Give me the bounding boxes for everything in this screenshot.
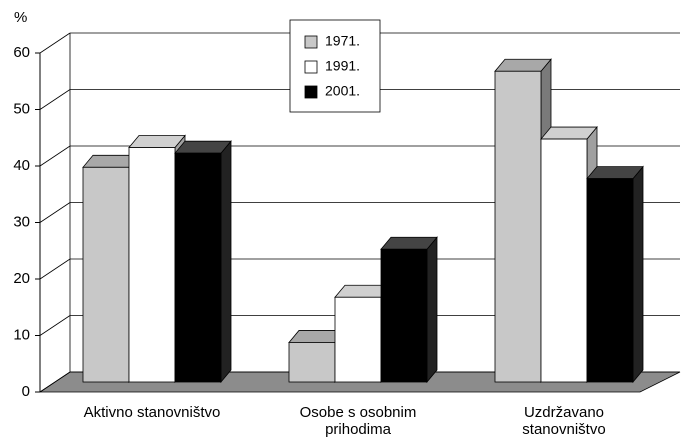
bar-top	[586, 166, 644, 180]
grid-line	[39, 315, 71, 336]
legend-swatch	[304, 60, 318, 74]
bar-top	[494, 58, 552, 72]
grid-line	[39, 202, 71, 223]
bar-side	[426, 236, 438, 384]
bar	[380, 248, 428, 383]
legend-swatch	[304, 35, 318, 49]
y-tick-label: 50	[13, 100, 30, 117]
bar	[82, 166, 130, 383]
bar-top	[380, 236, 438, 250]
legend-swatch	[304, 85, 318, 99]
y-tick-label: 20	[13, 270, 30, 287]
y-tick-label: 30	[13, 213, 30, 230]
y-tick-label: 40	[13, 157, 30, 174]
grid-line	[39, 371, 71, 393]
y-axis-label: %	[14, 9, 27, 26]
bar	[128, 147, 176, 383]
bar	[540, 138, 588, 383]
y-tick-label: 10	[13, 326, 30, 343]
grid-line	[39, 258, 71, 280]
x-tick-label: Aktivno stanovništvo	[83, 404, 221, 421]
legend-label: 1991.	[325, 58, 360, 74]
legend-label: 2001.	[325, 83, 360, 99]
bar-top	[540, 126, 598, 140]
grid-line	[39, 145, 71, 167]
bar	[494, 70, 542, 383]
bar-side	[220, 140, 232, 384]
bar-top	[174, 140, 232, 154]
legend-label: 1971.	[325, 33, 360, 49]
y-tick-label: 60	[13, 44, 30, 61]
bar-top	[128, 135, 186, 148]
bar-side	[632, 165, 644, 384]
grid-line	[39, 89, 71, 110]
bar	[334, 296, 382, 383]
x-tick-label: Osobe s osobnim prihodima	[299, 404, 417, 438]
grid-line	[39, 32, 71, 54]
bar	[586, 178, 634, 383]
x-tick-label: Uzdržavano stanovništvo	[522, 404, 606, 438]
bar	[288, 342, 336, 383]
y-tick-label: 0	[22, 383, 30, 400]
bar	[174, 152, 222, 383]
